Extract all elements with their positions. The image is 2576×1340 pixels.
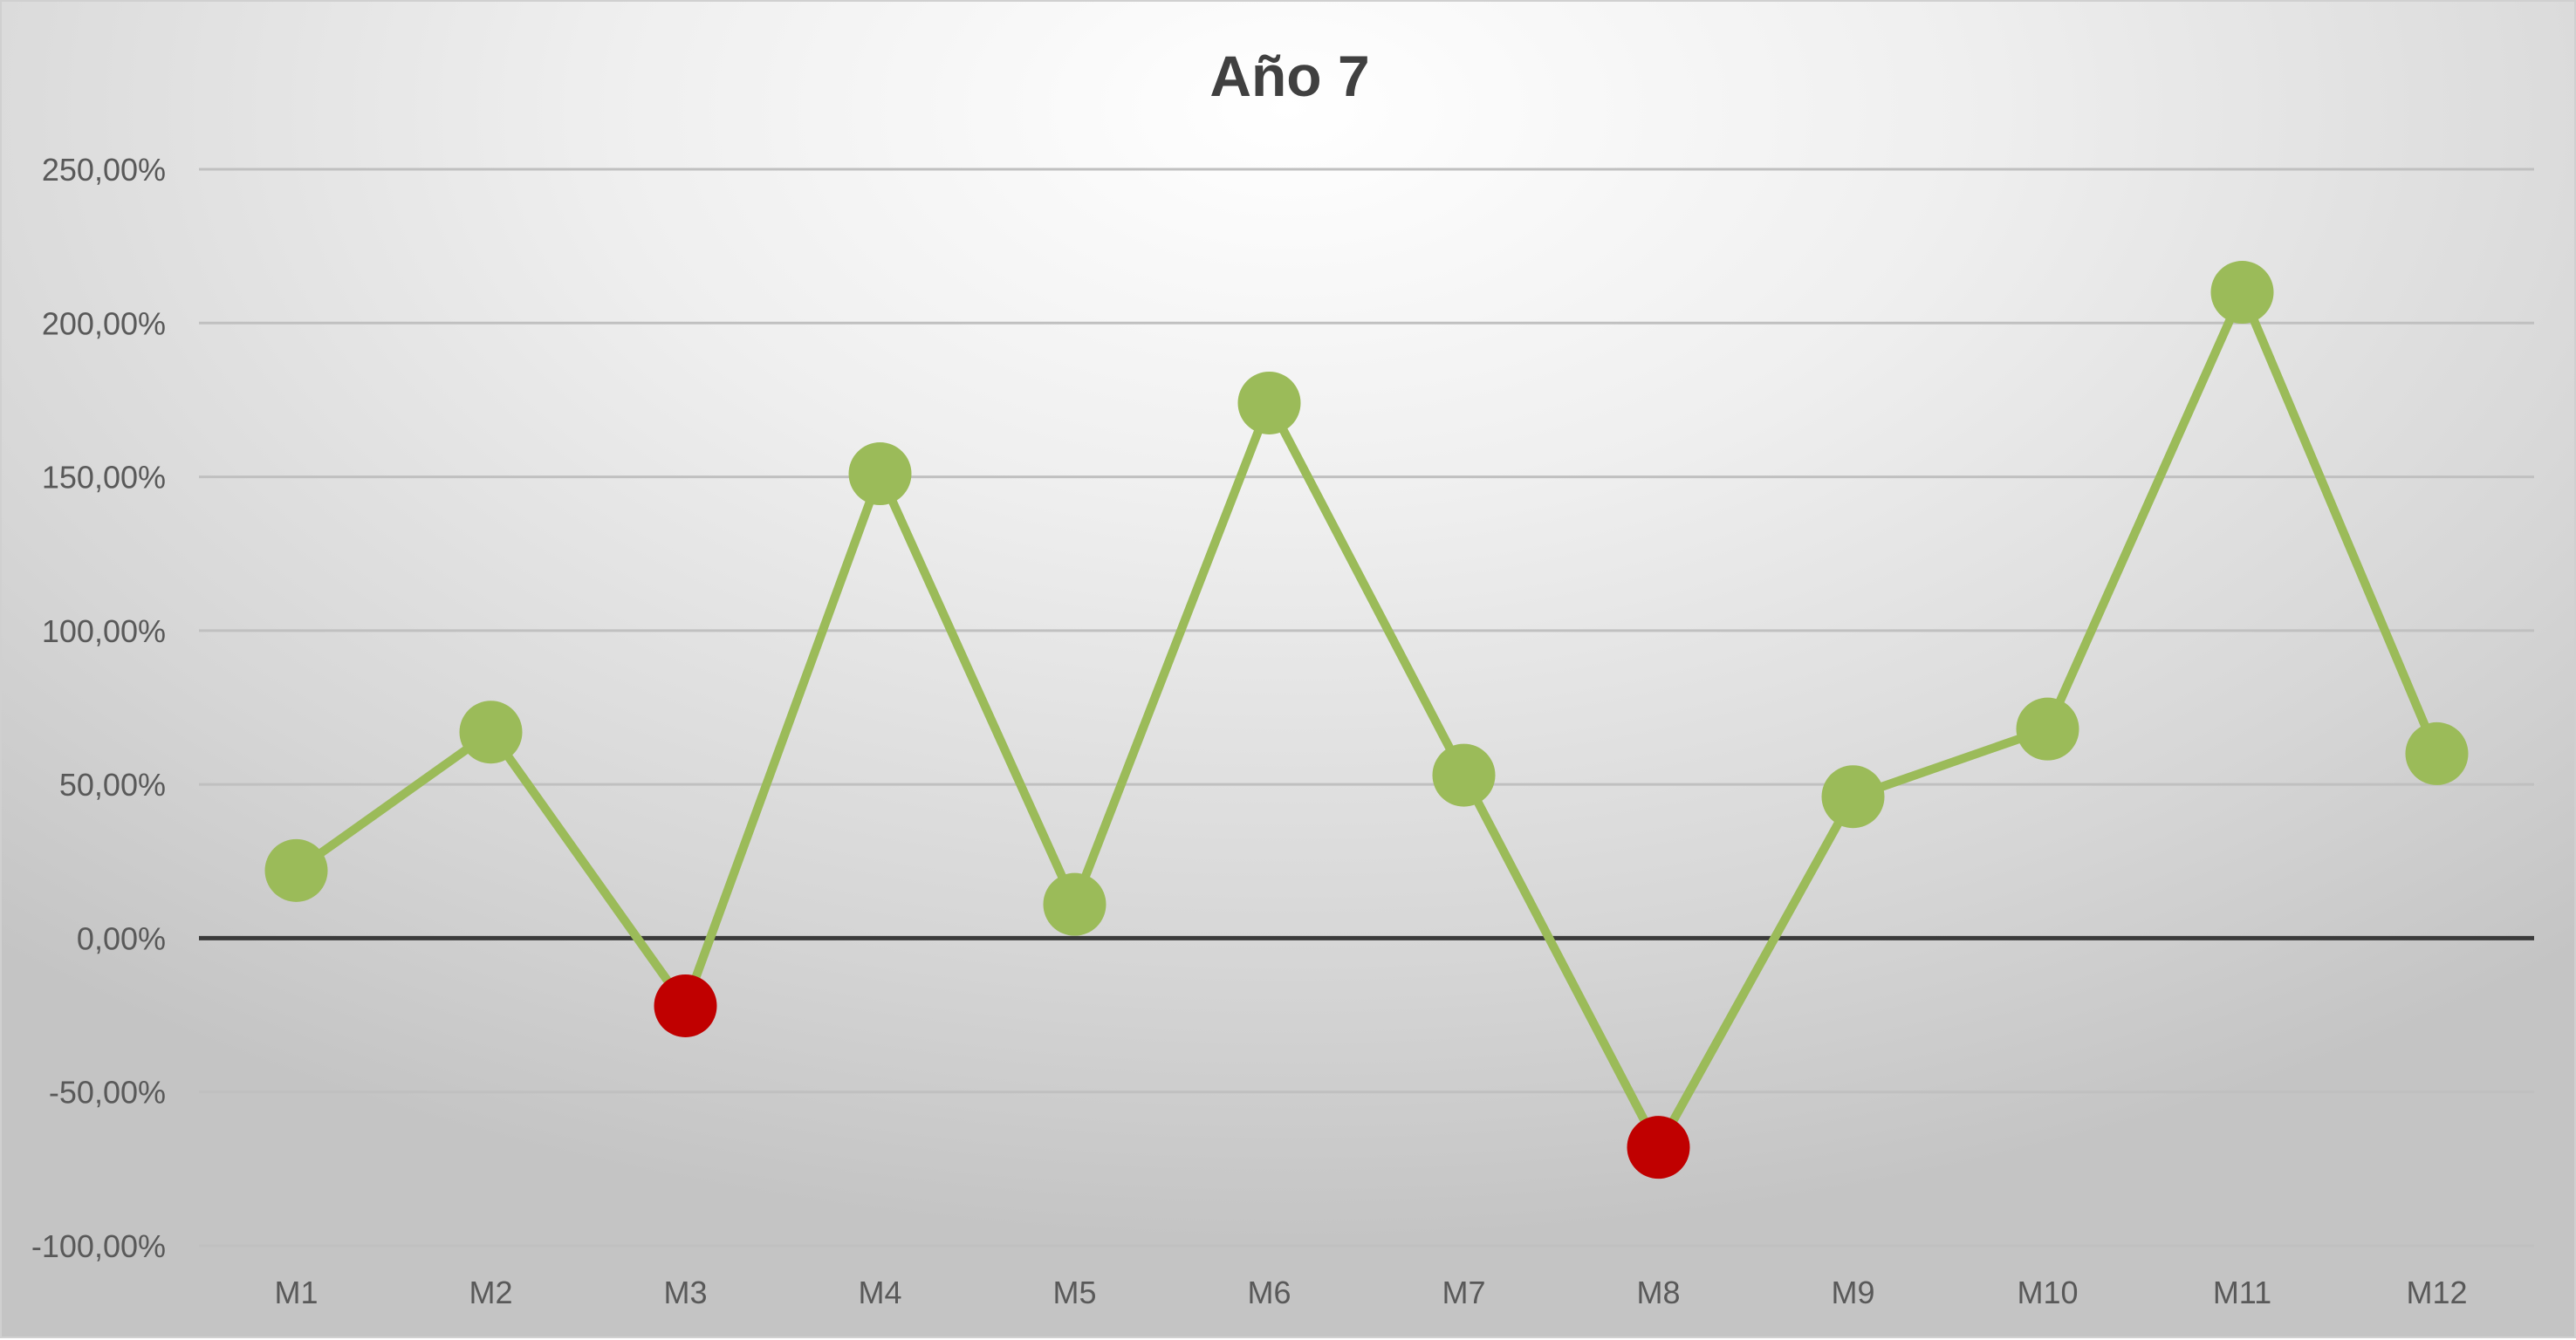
- x-tick-label: M5: [1052, 1275, 1096, 1310]
- x-tick-label: M8: [1636, 1275, 1680, 1310]
- data-point: [848, 442, 912, 506]
- data-point: [1237, 371, 1301, 434]
- x-tick-label: M7: [1442, 1275, 1485, 1310]
- y-tick-label: 100,00%: [42, 613, 166, 649]
- y-tick-label: 250,00%: [42, 152, 166, 188]
- y-tick-label: 150,00%: [42, 460, 166, 496]
- x-tick-label: M9: [1831, 1275, 1874, 1310]
- chart-title: Año 7: [1209, 44, 1369, 108]
- data-point: [1432, 743, 1496, 807]
- data-point: [2210, 261, 2274, 325]
- x-tick-label: M11: [2213, 1275, 2271, 1310]
- marker-group: [264, 261, 2469, 1179]
- gridlines: [199, 168, 2534, 1248]
- data-point: [1821, 765, 1885, 829]
- x-tick-label: M10: [2017, 1275, 2078, 1310]
- x-tick-label: M1: [274, 1275, 318, 1310]
- data-point: [2016, 697, 2079, 761]
- x-tick-label: M6: [1247, 1275, 1291, 1310]
- data-point: [1043, 872, 1106, 936]
- series-line: [293, 281, 2442, 1157]
- y-tick-label: -100,00%: [31, 1228, 166, 1264]
- data-point: [2405, 721, 2469, 785]
- x-tick-label: M4: [858, 1275, 901, 1310]
- y-tick-label: 50,00%: [59, 767, 166, 803]
- y-tick-label: 200,00%: [42, 305, 166, 341]
- x-tick-label: M2: [469, 1275, 512, 1310]
- data-point: [264, 838, 328, 902]
- data-point: [1627, 1116, 1690, 1179]
- y-axis: 250,00% 200,00% 150,00% 100,00% 50,00% 0,00% -…: [31, 152, 166, 1264]
- y-tick-label: -50,00%: [49, 1075, 166, 1111]
- data-point: [459, 701, 523, 764]
- data-point: [654, 974, 717, 1037]
- x-tick-label: M12: [2406, 1275, 2467, 1310]
- x-axis: M1 M2 M3 M4 M5 M6 M7 M8 M9 M10 M11 M12: [274, 1275, 2467, 1310]
- series-line-group: [293, 281, 2442, 1157]
- x-tick-label: M3: [663, 1275, 707, 1310]
- y-tick-label: 0,00%: [77, 920, 166, 956]
